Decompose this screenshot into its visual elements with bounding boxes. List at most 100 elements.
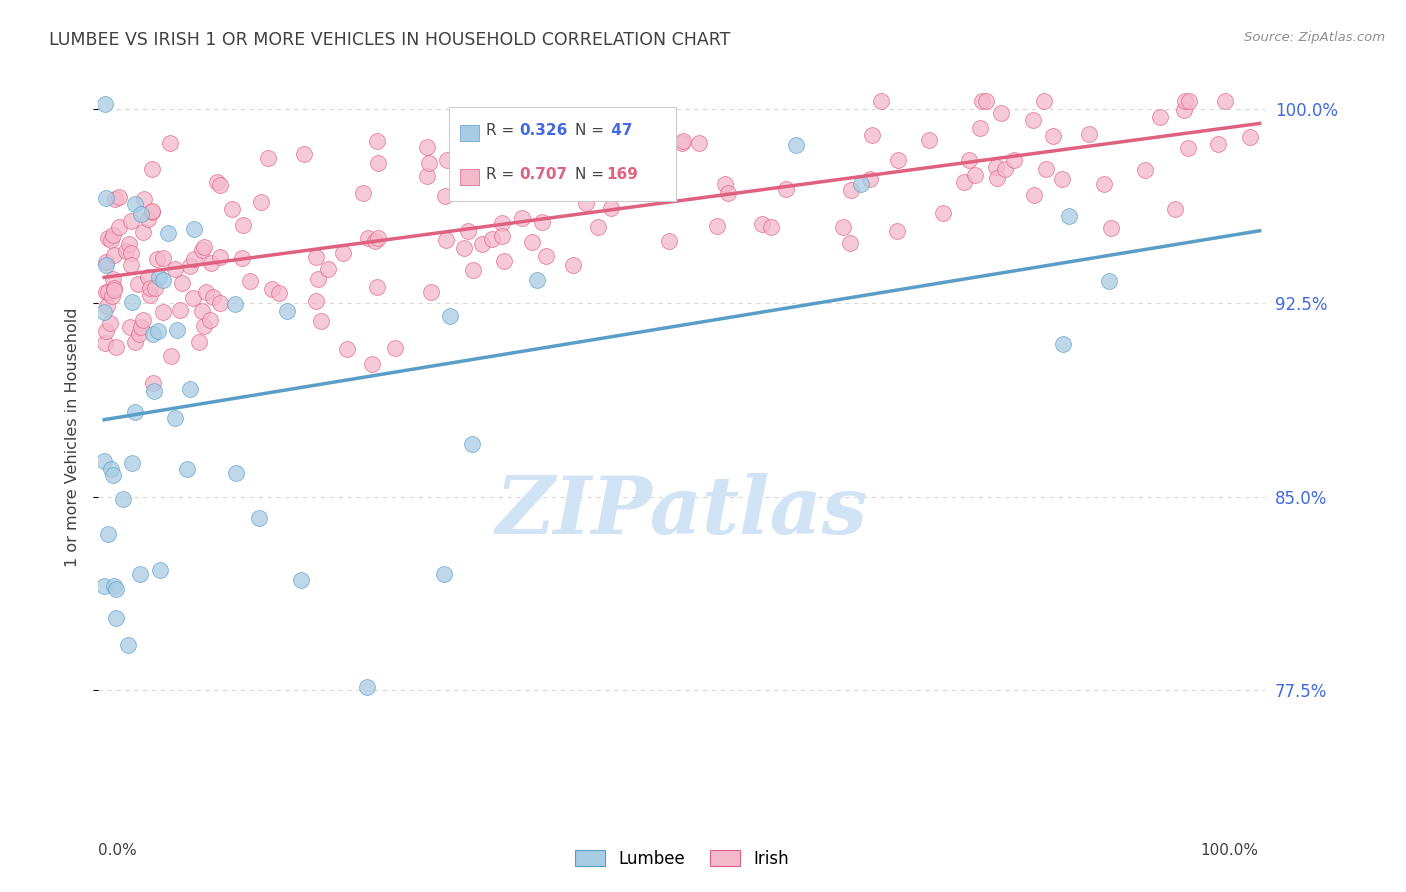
Point xyxy=(93,305,115,319)
Point xyxy=(205,175,228,189)
Point xyxy=(104,611,127,625)
Point xyxy=(193,318,215,333)
Text: LUMBEE VS IRISH 1 OR MORE VEHICLES IN HOUSEHOLD CORRELATION CHART: LUMBEE VS IRISH 1 OR MORE VEHICLES IN HO… xyxy=(49,31,731,49)
Point xyxy=(96,258,118,272)
Point xyxy=(316,261,339,276)
Point xyxy=(1052,336,1074,351)
Point xyxy=(672,134,695,148)
Point xyxy=(606,163,628,178)
Point xyxy=(1135,162,1157,177)
Point xyxy=(384,342,406,356)
Point xyxy=(202,291,225,305)
Point xyxy=(105,582,128,597)
Point xyxy=(969,121,991,136)
Point xyxy=(832,219,855,234)
Point xyxy=(1098,274,1121,288)
Y-axis label: 1 or more Vehicles in Household: 1 or more Vehicles in Household xyxy=(65,308,80,566)
Point xyxy=(1094,177,1116,191)
Point xyxy=(560,153,582,168)
Point xyxy=(93,454,115,468)
Point xyxy=(141,161,163,176)
Point xyxy=(104,192,127,206)
Point xyxy=(98,316,121,330)
Point xyxy=(1022,112,1045,127)
Point xyxy=(103,248,125,262)
Point xyxy=(146,324,169,338)
Point xyxy=(276,304,298,318)
Point xyxy=(260,282,283,296)
Point xyxy=(471,237,494,252)
Text: 169: 169 xyxy=(606,168,638,183)
Point xyxy=(100,288,122,302)
Point xyxy=(1059,209,1081,223)
Point xyxy=(870,94,893,108)
Point xyxy=(658,235,681,249)
Point xyxy=(132,192,155,206)
Point xyxy=(1077,127,1099,141)
Point xyxy=(575,195,598,210)
Point xyxy=(148,269,170,284)
Point xyxy=(972,94,994,108)
Point xyxy=(117,638,139,652)
Text: 0.707: 0.707 xyxy=(519,168,567,183)
Point xyxy=(918,133,941,147)
Point xyxy=(839,235,862,250)
Point xyxy=(96,254,118,268)
Point xyxy=(120,214,142,228)
Point xyxy=(307,272,329,286)
Point xyxy=(157,227,180,241)
Point xyxy=(121,457,143,471)
Point xyxy=(120,258,142,272)
Point xyxy=(332,246,354,260)
Point xyxy=(439,309,461,323)
Point xyxy=(179,382,201,396)
Point xyxy=(209,296,232,310)
Point xyxy=(1177,141,1199,155)
Point xyxy=(522,235,544,249)
Point xyxy=(434,233,457,247)
Point xyxy=(132,313,155,327)
Point xyxy=(1035,161,1057,176)
Point xyxy=(706,219,728,233)
Point xyxy=(108,219,131,234)
Point xyxy=(93,579,115,593)
Point xyxy=(366,280,388,294)
Point xyxy=(305,294,328,309)
Point xyxy=(225,467,247,481)
Point xyxy=(887,153,910,168)
Point xyxy=(232,218,254,232)
Point xyxy=(138,288,160,302)
Point xyxy=(761,219,783,234)
Point xyxy=(361,357,384,371)
Point xyxy=(994,161,1017,176)
Point xyxy=(366,135,388,149)
Point xyxy=(363,234,385,248)
Point xyxy=(141,205,163,219)
Point xyxy=(356,680,378,694)
Point xyxy=(231,252,253,266)
Point xyxy=(290,573,312,587)
Point xyxy=(457,223,479,237)
Point xyxy=(183,252,205,266)
Point xyxy=(860,128,883,143)
Point xyxy=(142,384,165,398)
Point xyxy=(357,231,380,245)
Point xyxy=(209,178,232,193)
Point xyxy=(1002,153,1025,168)
Point xyxy=(128,327,150,342)
Point xyxy=(1173,103,1195,118)
Point xyxy=(115,244,138,258)
Point xyxy=(751,217,773,231)
Point xyxy=(132,226,155,240)
Point xyxy=(974,94,997,108)
Text: Source: ZipAtlas.com: Source: ZipAtlas.com xyxy=(1244,31,1385,45)
Point xyxy=(183,291,205,305)
Point xyxy=(1177,94,1199,108)
Point xyxy=(96,299,118,313)
Point xyxy=(198,313,221,327)
Point xyxy=(103,467,125,482)
Point xyxy=(136,211,159,226)
Point xyxy=(415,169,437,183)
Point xyxy=(152,252,174,266)
Point xyxy=(238,274,260,288)
